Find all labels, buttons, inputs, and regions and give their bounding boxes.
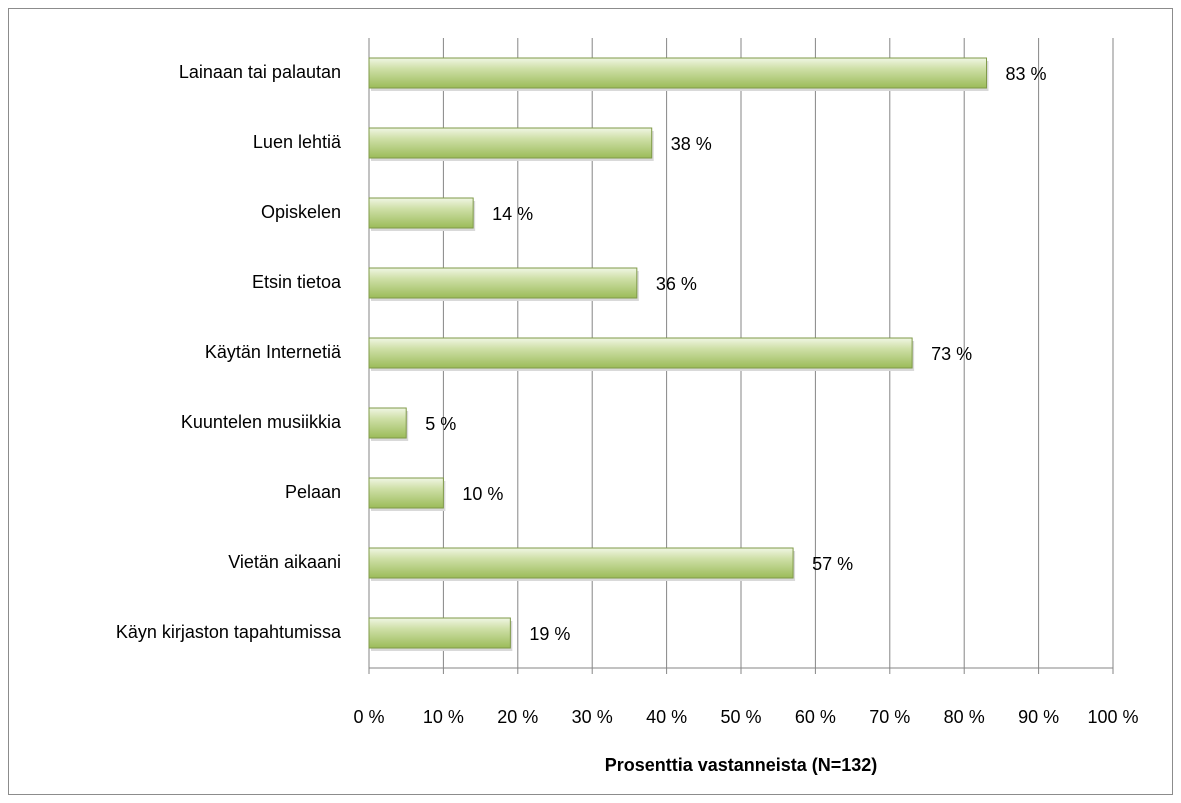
- x-tick-label: 20 %: [497, 707, 538, 727]
- bar: [368, 337, 913, 369]
- y-tick-label: Etsin tietoa: [252, 272, 342, 292]
- value-label: 83 %: [1006, 64, 1047, 84]
- value-label: 38 %: [671, 134, 712, 154]
- x-tick-label: 50 %: [720, 707, 761, 727]
- x-tick-label: 10 %: [423, 707, 464, 727]
- value-label: 10 %: [462, 484, 503, 504]
- chart-frame: [8, 8, 1173, 795]
- x-tick-label: 70 %: [869, 707, 910, 727]
- value-label: 36 %: [656, 274, 697, 294]
- y-tick-label: Käyn kirjaston tapahtumissa: [116, 622, 342, 642]
- bar: [368, 197, 474, 229]
- y-tick-label: Vietän aikaani: [228, 552, 341, 572]
- y-tick-label: Pelaan: [285, 482, 341, 502]
- x-tick-label: 40 %: [646, 707, 687, 727]
- y-tick-label: Käytän Internetiä: [205, 342, 342, 362]
- bar: [368, 617, 511, 649]
- x-tick-label: 0 %: [353, 707, 384, 727]
- x-axis-title: Prosenttia vastanneista (N=132): [605, 755, 878, 775]
- x-tick-label: 90 %: [1018, 707, 1059, 727]
- bar: [368, 127, 653, 159]
- value-label: 14 %: [492, 204, 533, 224]
- bar: [368, 267, 638, 299]
- y-tick-label: Opiskelen: [261, 202, 341, 222]
- value-label: 73 %: [931, 344, 972, 364]
- bar: [368, 477, 444, 509]
- bar: [368, 407, 407, 439]
- x-tick-label: 80 %: [944, 707, 985, 727]
- value-label: 57 %: [812, 554, 853, 574]
- y-tick-label: Luen lehtiä: [253, 132, 342, 152]
- value-label: 5 %: [425, 414, 456, 434]
- bar: [368, 57, 988, 89]
- x-tick-label: 30 %: [572, 707, 613, 727]
- value-label: 19 %: [529, 624, 570, 644]
- x-tick-label: 60 %: [795, 707, 836, 727]
- y-tick-label: Lainaan tai palautan: [179, 62, 341, 82]
- y-tick-label: Kuuntelen musiikkia: [181, 412, 342, 432]
- bar: [368, 547, 794, 579]
- x-tick-label: 100 %: [1087, 707, 1138, 727]
